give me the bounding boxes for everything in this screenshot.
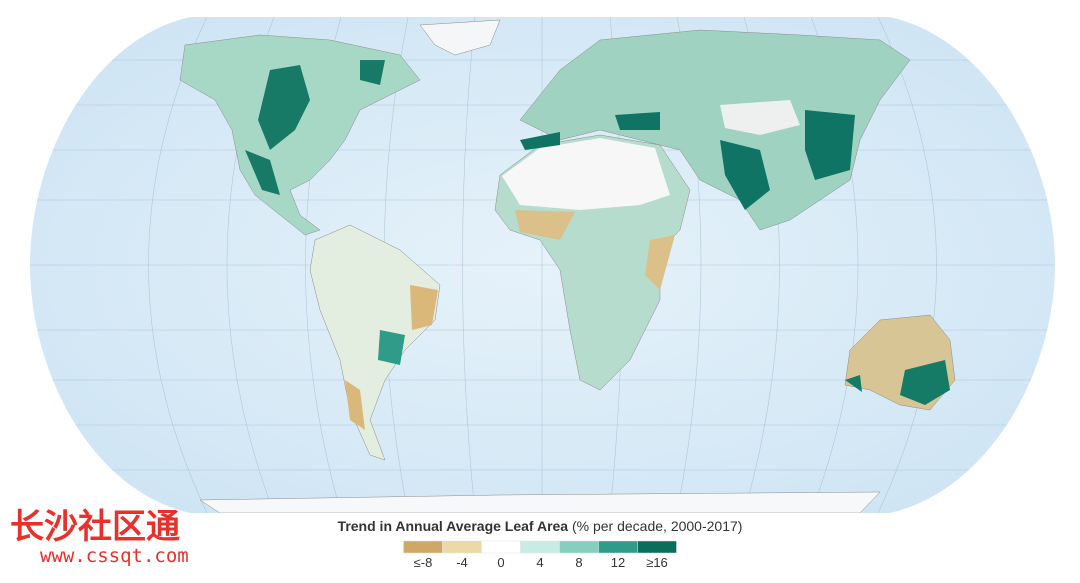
north-america — [179, 34, 421, 236]
legend-swatch — [520, 540, 560, 554]
legend-swatch — [637, 540, 677, 554]
green-patch — [245, 60, 385, 195]
legend-swatch — [403, 540, 443, 554]
green-patch — [845, 360, 950, 405]
legend-label: ≥16 — [646, 555, 668, 570]
legend-swatch — [442, 540, 482, 554]
legend-swatch — [598, 540, 638, 554]
legend-swatch — [559, 540, 599, 554]
continents — [179, 19, 956, 513]
legend-label: 12 — [611, 555, 625, 570]
green-patch — [520, 110, 855, 210]
south-america — [309, 224, 441, 461]
tan-patch — [345, 285, 438, 430]
legend-title: Trend in Annual Average Leaf Area (% per… — [338, 518, 743, 534]
legend: Trend in Annual Average Leaf Area (% per… — [338, 518, 743, 570]
legend-label: ≤-8 — [414, 555, 433, 570]
eurasia — [519, 29, 911, 231]
legend-title-sub: (% per decade, 2000-2017) — [572, 518, 742, 534]
sahara — [502, 138, 670, 210]
antarctica — [199, 491, 881, 513]
greenland — [419, 19, 501, 56]
green-patch — [378, 330, 405, 365]
watermark: 长沙社区通 www.cssqt.com — [10, 507, 189, 567]
legend-label: -4 — [456, 555, 468, 570]
legend-label: 4 — [536, 555, 543, 570]
watermark-name: 长沙社区通 — [10, 507, 180, 547]
legend-swatch — [481, 540, 521, 554]
tibet — [720, 100, 800, 135]
legend-title-main: Trend in Annual Average Leaf Area — [338, 518, 569, 534]
tan-patch — [515, 210, 675, 290]
legend-label: 8 — [575, 555, 582, 570]
watermark-url: www.cssqt.com — [40, 545, 189, 567]
legend-label: 0 — [497, 555, 504, 570]
